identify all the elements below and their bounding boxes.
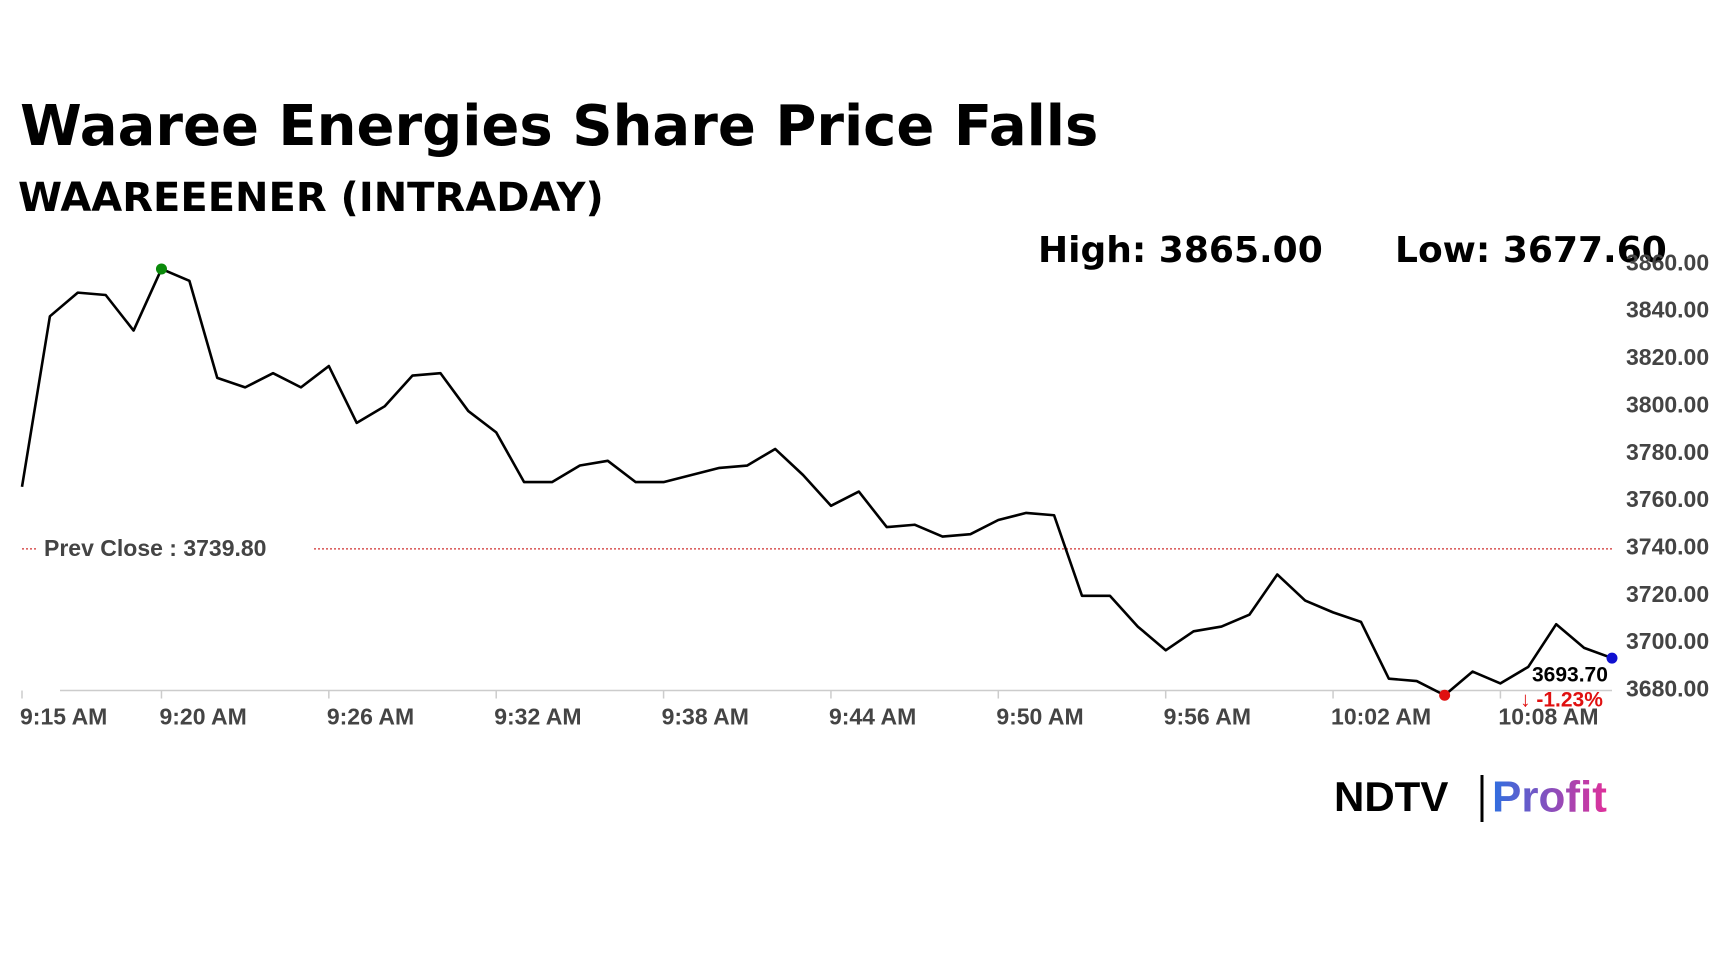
chart-subtitle: WAAREEENER (INTRADAY) bbox=[18, 175, 604, 221]
x-tick-label: 10:02 AM bbox=[1331, 704, 1431, 730]
x-tick-label: 10:08 AM bbox=[1498, 704, 1598, 730]
x-tick-label: 9:44 AM bbox=[829, 704, 916, 730]
prev-close-bg bbox=[36, 532, 312, 565]
x-tick-label: 9:26 AM bbox=[327, 704, 414, 730]
y-tick-label: 3700.00 bbox=[1626, 628, 1709, 654]
y-tick-label: 3720.00 bbox=[1626, 581, 1709, 607]
y-tick-label: 3680.00 bbox=[1626, 676, 1709, 702]
y-tick-label: 3780.00 bbox=[1626, 439, 1709, 465]
x-tick-label: 9:32 AM bbox=[494, 704, 581, 730]
x-tick-label: 9:56 AM bbox=[1164, 704, 1251, 730]
high-label: High: 3865.00 bbox=[1038, 230, 1323, 271]
y-tick-label: 3860.00 bbox=[1626, 249, 1709, 275]
prev-close-label: Prev Close : 3739.80 bbox=[44, 535, 266, 561]
low-label: Low: 3677.60 bbox=[1395, 230, 1667, 271]
logo-profit: Profit bbox=[1492, 773, 1607, 822]
point-marker bbox=[1439, 689, 1451, 701]
y-tick-label: 3740.00 bbox=[1626, 533, 1709, 559]
point-marker bbox=[155, 263, 167, 275]
last-price-label: 3693.70 bbox=[1532, 664, 1608, 687]
logo-ndtv: NDTV bbox=[1334, 773, 1448, 820]
x-tick-label: 9:15 AM bbox=[20, 704, 107, 730]
chart-title: Waaree Energies Share Price Falls bbox=[20, 94, 1098, 159]
y-tick-label: 3840.00 bbox=[1626, 297, 1709, 323]
y-tick-label: 3820.00 bbox=[1626, 344, 1709, 370]
point-marker bbox=[1606, 652, 1618, 664]
x-tick-label: 9:50 AM bbox=[996, 704, 1083, 730]
y-tick-label: 3760.00 bbox=[1626, 486, 1709, 512]
change-label: ↓ -1.23% bbox=[1520, 689, 1603, 712]
price-line bbox=[20, 267, 1613, 697]
x-tick-label: 9:20 AM bbox=[159, 704, 246, 730]
x-tick-label: 9:38 AM bbox=[662, 704, 749, 730]
y-tick-label: 3800.00 bbox=[1626, 391, 1709, 417]
